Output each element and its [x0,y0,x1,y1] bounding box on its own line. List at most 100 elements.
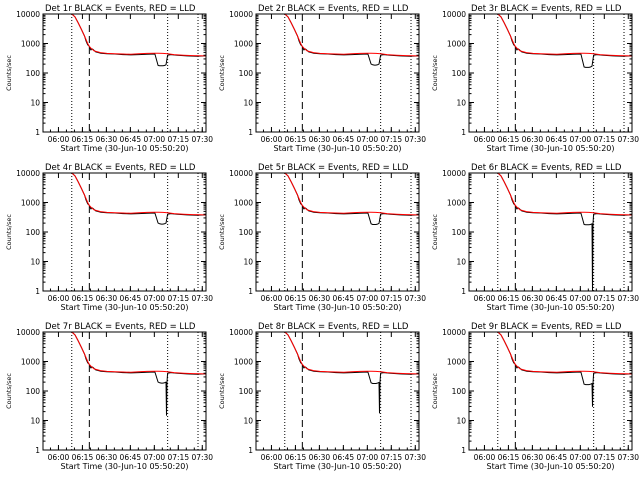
y-tick-label: 10 [456,99,466,108]
y-tick-label: 10 [456,258,466,267]
lld-series-line [469,14,632,57]
x-tick-label: 07:15 [380,453,402,462]
x-tick-label: 06:30 [522,294,544,303]
x-axis-label: Start Time (30-Jun-10 05:50:20) [487,303,615,312]
x-tick-label: 06:30 [309,453,331,462]
plot-area [256,14,419,132]
y-tick-label: 1 [461,446,466,455]
y-tick-label: 10000 [16,169,40,178]
x-tick-label: 07:00 [357,294,379,303]
plot-area [43,14,206,132]
x-tick-label: 06:30 [522,453,544,462]
x-tick-label: 06:15 [72,135,94,144]
x-axis-label: Start Time (30-Jun-10 05:50:20) [274,462,402,471]
y-tick-label: 100 [26,69,41,78]
panel-det-6: Det 6r BLACK = Events, RED = LLD 1 10 100 10… [431,163,639,312]
x-axis-label: Start Time (30-Jun-10 05:50:20) [487,462,615,471]
events-series-line [43,332,206,416]
plot-frame [468,331,633,451]
y-tick-label: 100 [239,69,254,78]
x-tick-label: 06:30 [96,135,118,144]
plot-frame [468,172,633,292]
plot-area [256,332,419,450]
y-tick-label: 1000 [21,199,40,208]
panel-det-1: Det 1r BLACK = Events, RED = LLD 1 10 100 10… [5,4,213,153]
x-tick-label: 07:00 [357,135,379,144]
x-tick-label: 07:15 [593,294,615,303]
plot-frame [255,172,420,292]
panel-det-5: Det 5r BLACK = Events, RED = LLD 1 10 100 10… [218,163,426,312]
x-axis-label: Start Time (30-Jun-10 05:50:20) [274,144,402,153]
y-tick-label: 1 [248,287,253,296]
panel-title: Det 8r BLACK = Events, RED = LLD [258,322,409,332]
y-tick-label: 10000 [442,10,466,19]
y-tick-label: 100 [452,387,467,396]
y-tick-label: 100 [26,228,41,237]
y-axis-label: Counts/sec [5,55,13,91]
panel-title: Det 5r BLACK = Events, RED = LLD [258,163,409,173]
y-tick-label: 1000 [447,40,466,49]
y-tick-label: 1000 [447,358,466,367]
x-tick-label: 07:15 [380,294,402,303]
y-tick-label: 10 [243,258,253,267]
x-axis-label: Start Time (30-Jun-10 05:50:20) [61,144,189,153]
lld-series-line [469,332,632,375]
x-tick-label: 06:00 [261,294,283,303]
x-tick-label: 07:15 [167,294,189,303]
lld-series-line [43,14,206,57]
x-tick-label: 07:30 [617,453,639,462]
y-tick-label: 100 [452,228,467,237]
x-tick-label: 06:15 [498,135,520,144]
x-axis-label: Start Time (30-Jun-10 05:50:20) [487,144,615,153]
x-tick-label: 06:15 [498,453,520,462]
plot-area [469,173,632,291]
plot-area [469,332,632,450]
x-tick-label: 06:15 [285,453,307,462]
x-tick-label: 06:15 [285,294,307,303]
lld-series-line [43,173,206,216]
x-tick-label: 07:30 [404,135,426,144]
x-tick-label: 06:45 [120,135,142,144]
lld-series-line [43,332,206,375]
lld-series-line [469,173,632,216]
x-tick-label: 07:30 [617,294,639,303]
y-tick-label: 1000 [21,40,40,49]
panel-det-3: Det 3r BLACK = Events, RED = LLD 1 10 100 10… [431,4,639,153]
y-axis-label: Counts/sec [5,214,13,250]
events-series-line [469,173,632,291]
events-series-line [43,14,206,67]
y-tick-label: 1 [461,128,466,137]
y-tick-label: 10000 [229,10,253,19]
x-tick-label: 07:30 [191,135,213,144]
y-tick-label: 10 [243,417,253,426]
x-tick-label: 07:00 [570,294,592,303]
x-tick-label: 07:15 [593,135,615,144]
x-axis-label: Start Time (30-Jun-10 05:50:20) [61,303,189,312]
lld-series-line [256,173,419,216]
y-axis-label: Counts/sec [431,373,439,409]
y-tick-label: 10000 [16,328,40,337]
y-tick-label: 1 [35,287,40,296]
plot-area [256,173,419,291]
events-series-line [256,173,419,225]
x-tick-label: 07:30 [404,294,426,303]
lld-series-line [256,332,419,375]
panel-title: Det 6r BLACK = Events, RED = LLD [471,163,622,173]
x-tick-label: 06:30 [522,135,544,144]
x-tick-label: 06:45 [546,135,568,144]
y-axis-label: Counts/sec [218,214,226,250]
x-axis-label: Start Time (30-Jun-10 05:50:20) [274,303,402,312]
x-tick-label: 06:30 [96,294,118,303]
panel-det-9: Det 9r BLACK = Events, RED = LLD 1 10 100 10… [431,322,639,471]
panel-det-2: Det 2r BLACK = Events, RED = LLD 1 10 100 10… [218,4,426,153]
x-tick-label: 06:30 [96,453,118,462]
y-tick-label: 1 [248,128,253,137]
plot-frame [42,13,207,133]
x-tick-label: 06:45 [333,135,355,144]
x-tick-label: 07:00 [570,453,592,462]
panel-title: Det 7r BLACK = Events, RED = LLD [45,322,196,332]
panel-det-4: Det 4r BLACK = Events, RED = LLD 1 10 100 10… [5,163,213,312]
panel-det-8: Det 8r BLACK = Events, RED = LLD 1 10 100 10… [218,322,426,471]
x-tick-label: 06:00 [48,294,70,303]
events-series-line [43,173,206,225]
